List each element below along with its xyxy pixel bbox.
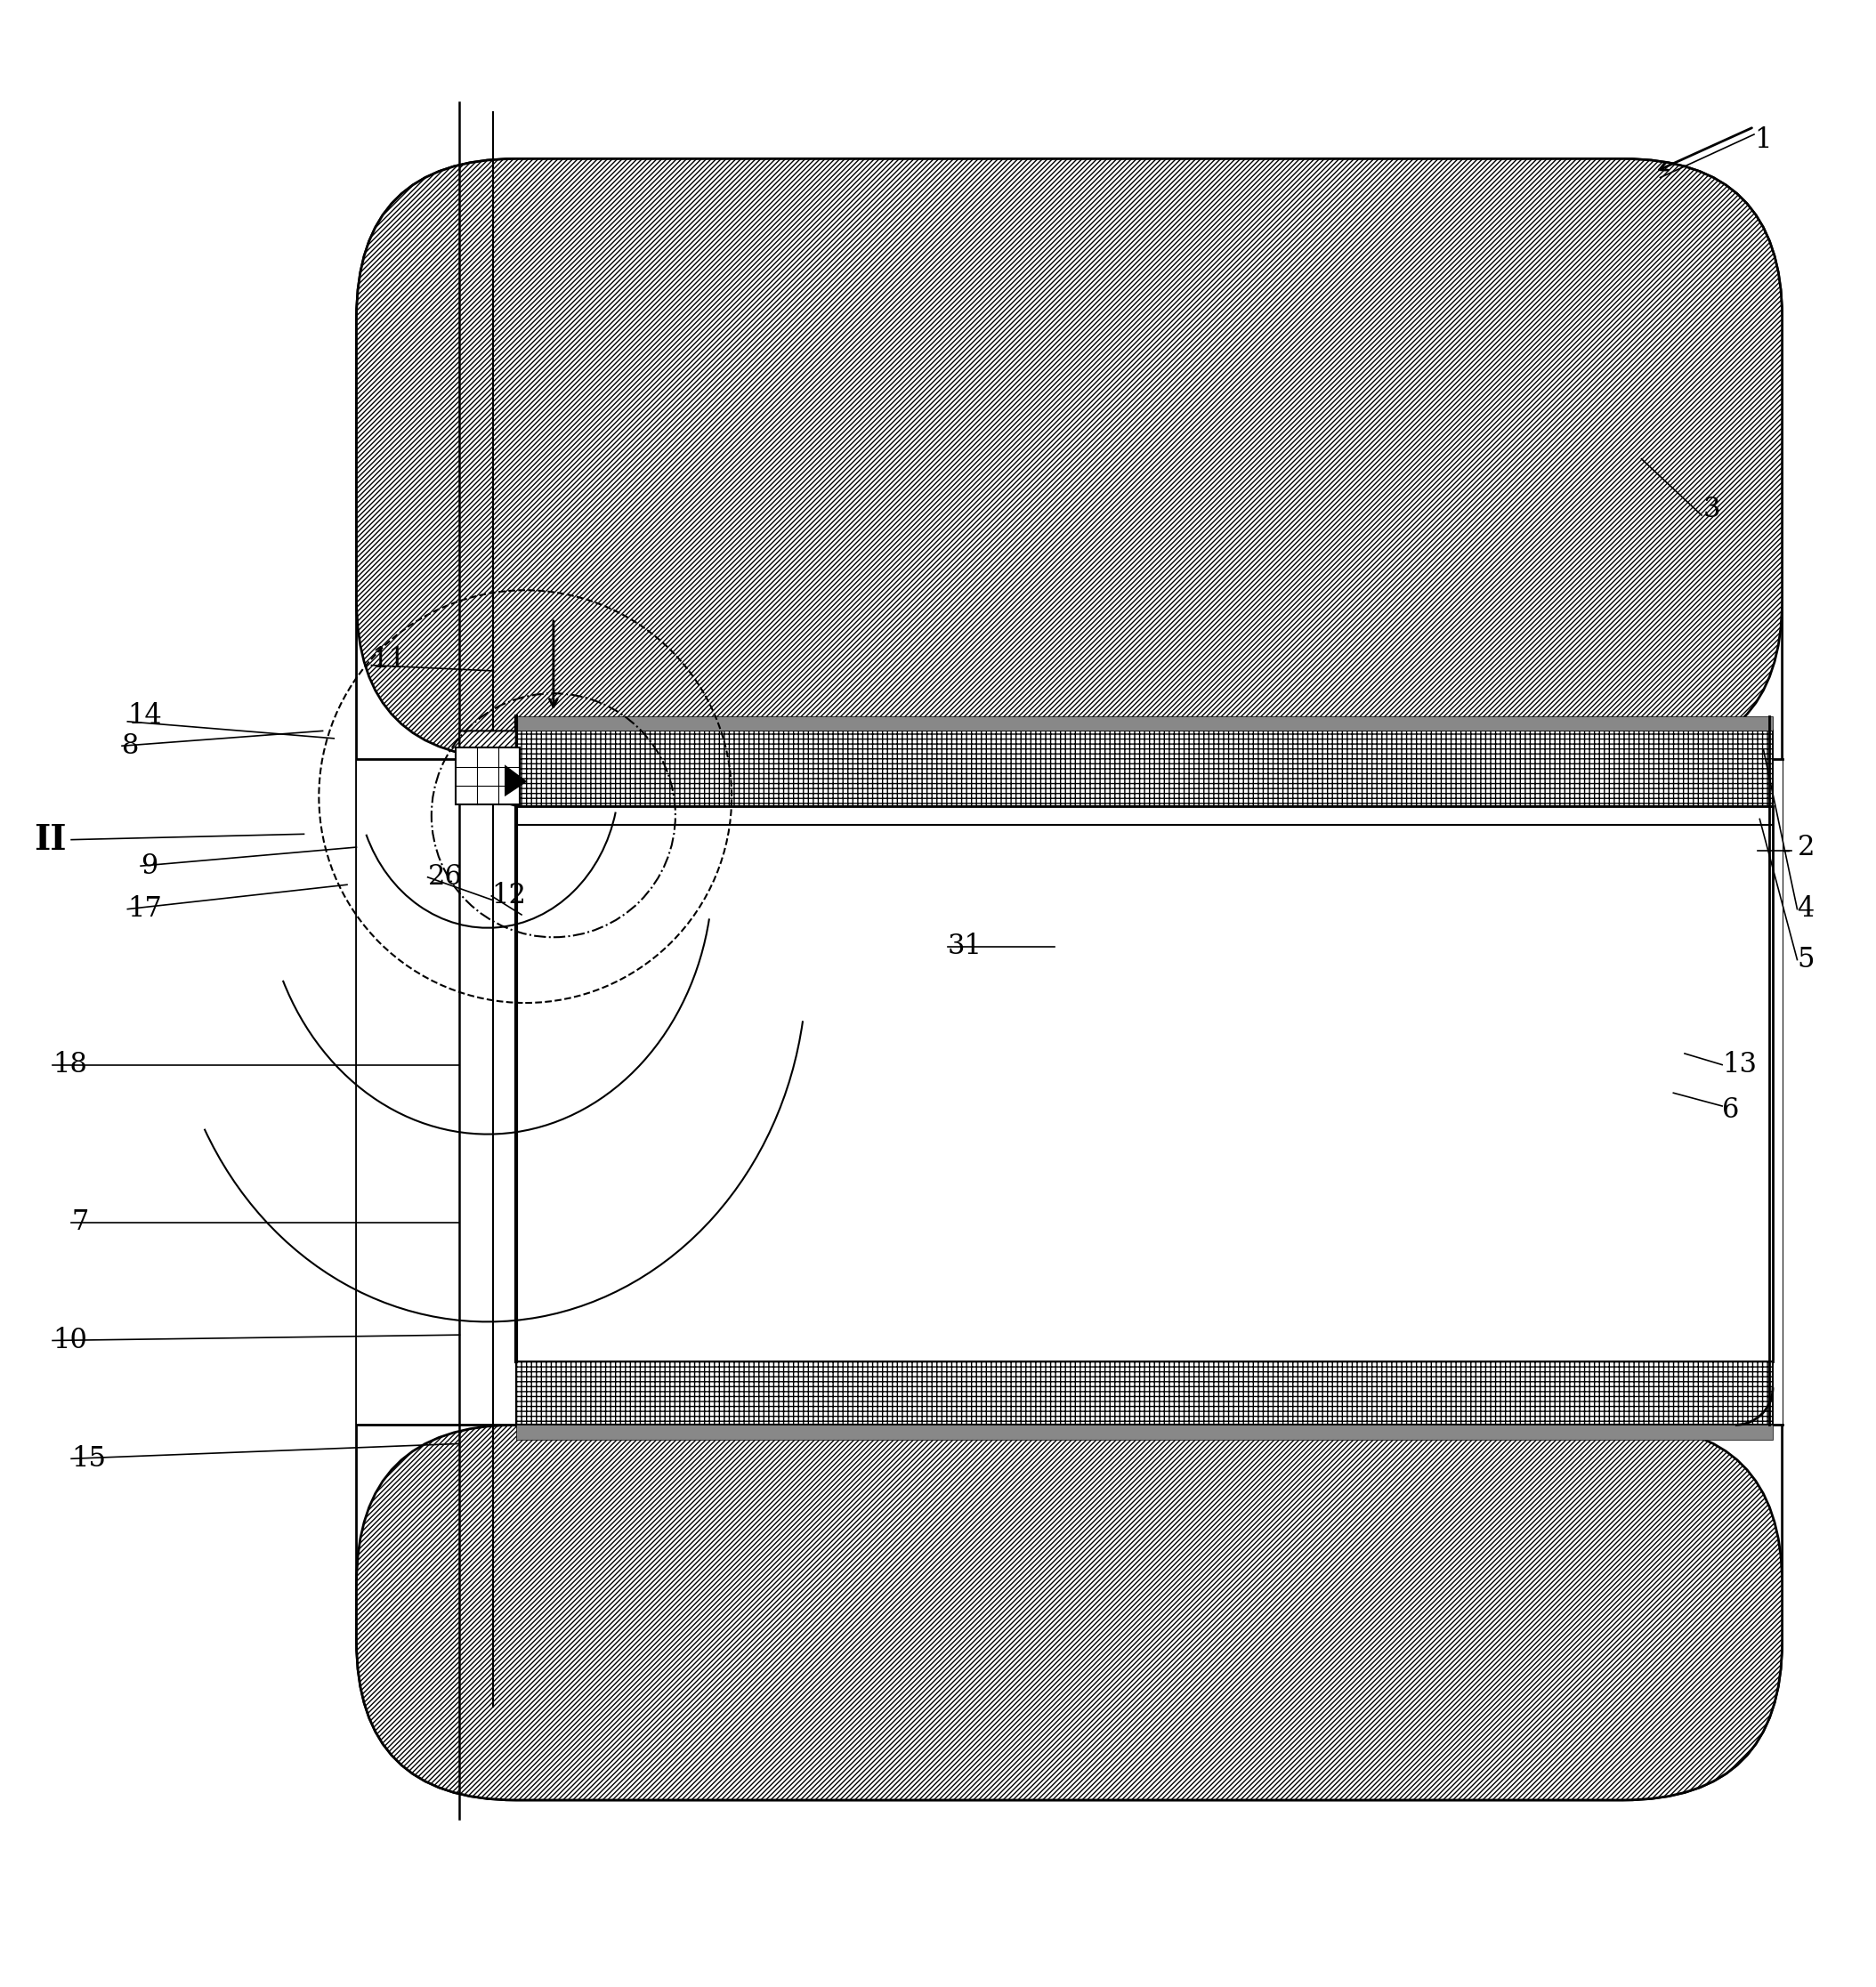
Text: 9: 9 (141, 852, 158, 880)
Text: 7: 7 (71, 1208, 88, 1236)
Text: 6: 6 (1722, 1097, 1739, 1123)
Text: 10: 10 (53, 1327, 86, 1355)
Bar (516, 715, 1773, 731)
Text: 11: 11 (371, 646, 407, 674)
Text: 31: 31 (947, 932, 983, 960)
Bar (516, 1361, 1773, 1425)
Text: 1: 1 (1754, 127, 1771, 153)
Polygon shape (460, 731, 516, 807)
Polygon shape (505, 765, 527, 797)
Text: 2: 2 (1797, 833, 1814, 860)
FancyBboxPatch shape (356, 1425, 1782, 1800)
Bar (456, 747, 520, 805)
Text: 5: 5 (1797, 946, 1814, 974)
Text: 4: 4 (1797, 896, 1814, 922)
FancyBboxPatch shape (356, 159, 1782, 759)
Text: 12: 12 (492, 882, 527, 910)
Text: 8: 8 (122, 731, 139, 759)
Bar (516, 1425, 1773, 1441)
Text: 15: 15 (71, 1445, 107, 1472)
Text: 18: 18 (53, 1051, 86, 1079)
Bar (516, 731, 1773, 807)
Text: 17: 17 (128, 896, 161, 922)
Text: 14: 14 (128, 701, 161, 729)
Text: 13: 13 (1722, 1051, 1758, 1079)
Bar (356, 759, 1782, 1425)
FancyBboxPatch shape (356, 159, 1782, 1800)
Text: 3: 3 (1703, 497, 1720, 523)
Text: 26: 26 (428, 864, 461, 890)
Text: II: II (34, 823, 66, 856)
Bar (516, 807, 1773, 1361)
